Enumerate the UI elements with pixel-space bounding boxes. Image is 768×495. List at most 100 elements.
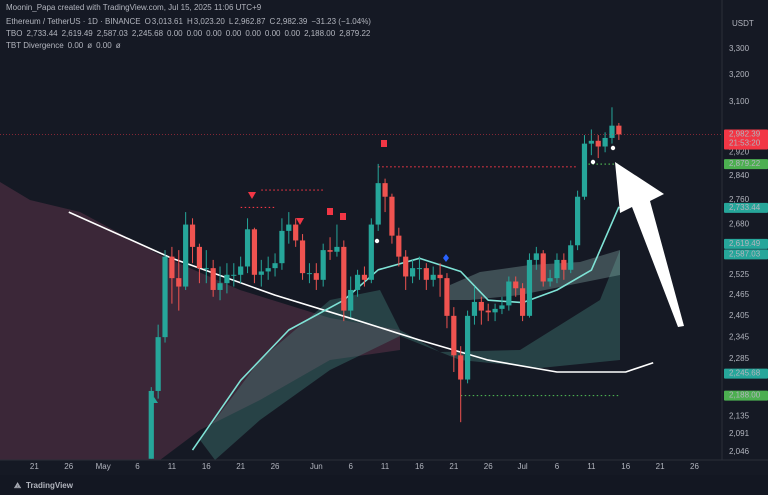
candle-body <box>471 301 478 316</box>
candle-body <box>561 259 567 270</box>
x-tick-label: 11 <box>381 462 390 471</box>
y-tick-label: 2,091 <box>729 429 750 438</box>
candle-body <box>409 268 416 277</box>
candle-body <box>265 268 271 272</box>
y-tick-label: 2,345 <box>729 332 750 341</box>
row2-item: 0.00 <box>187 29 203 38</box>
row3-item: ø <box>116 41 121 50</box>
row3-item: 0.00 <box>68 41 84 50</box>
sell-signal <box>248 192 256 199</box>
candle-body <box>602 137 608 147</box>
x-tick-label: 6 <box>555 462 560 471</box>
row2-item: 2,879.22 <box>339 29 371 38</box>
candle-body <box>354 274 361 290</box>
row1-item: 3,023.20 <box>194 17 226 26</box>
candle-body <box>451 315 457 356</box>
candle-body <box>595 140 601 147</box>
candle-body <box>334 246 340 252</box>
candle-body <box>169 256 175 279</box>
row1-item: H <box>187 17 193 26</box>
x-tick-label: 26 <box>271 462 280 471</box>
divergence-marker <box>443 254 449 262</box>
signal-markers <box>150 140 616 403</box>
price-label-box <box>724 202 768 213</box>
price-label-box <box>724 129 768 150</box>
bull-cloud <box>200 250 620 460</box>
x-tick-label: 6 <box>135 462 140 471</box>
candle-body <box>162 256 168 338</box>
row3-item: 0.00 <box>96 41 112 50</box>
candle-body <box>361 274 368 280</box>
row1-item: L <box>229 17 234 26</box>
candle-body <box>176 278 182 287</box>
candle-body <box>306 273 313 275</box>
price-label: 2,982.39 <box>729 130 761 139</box>
candle-body <box>286 224 292 231</box>
row1-item: 2,962.87 <box>234 17 266 26</box>
candle-body <box>437 274 443 279</box>
row2-item: 0.00 <box>245 29 261 38</box>
row3-item: TBT Divergence <box>6 41 64 50</box>
candle-body <box>430 274 436 280</box>
candle-body <box>485 310 491 313</box>
price-label: 2,587.03 <box>729 249 761 258</box>
candle-body <box>348 289 354 311</box>
x-tick-label: 21 <box>449 462 458 471</box>
y-tick-label: 2,046 <box>729 447 750 456</box>
candle-body <box>224 274 230 284</box>
candle-body <box>588 140 594 144</box>
y-tick-label: 2,405 <box>729 311 750 320</box>
y-tick-label: 2,920 <box>729 147 750 156</box>
y-tick-label: 2,135 <box>729 411 750 420</box>
candle-body <box>210 268 216 290</box>
candle-body <box>533 253 539 260</box>
price-label-box <box>724 238 768 249</box>
x-tick-label: 21 <box>656 462 665 471</box>
candle-body <box>341 246 347 311</box>
dot-marker <box>590 159 596 165</box>
row1-item: O <box>145 17 151 26</box>
brand-logo: ⟁ <box>13 481 22 490</box>
row1-item: 3,013.61 <box>152 17 184 26</box>
candle-body <box>279 230 285 264</box>
candle-body <box>547 278 553 282</box>
row2-item: 0.00 <box>265 29 281 38</box>
y-tick-label: 2,760 <box>729 195 750 204</box>
buy-signal <box>150 397 158 403</box>
candle-body <box>540 253 546 282</box>
candle-body <box>203 268 209 270</box>
row2-item: 2,733.44 <box>26 29 58 38</box>
y-tick-label: 2,465 <box>729 290 750 299</box>
inner-cloud <box>450 250 620 300</box>
candle-body <box>155 337 161 391</box>
candle-body <box>327 250 333 252</box>
candle-body <box>196 246 203 269</box>
annotation-arrow <box>615 162 684 327</box>
candle-body <box>492 308 498 313</box>
candle-body <box>396 235 402 257</box>
x-tick-label: Jun <box>310 462 323 471</box>
candle-body <box>217 283 223 290</box>
countdown: 21:53:20 <box>729 139 761 148</box>
sell-tag <box>340 213 346 220</box>
sell-tag <box>327 208 333 215</box>
candle-body <box>464 315 471 380</box>
x-tick-label: 21 <box>30 462 39 471</box>
candle-body <box>293 224 299 241</box>
candle-body <box>568 245 574 270</box>
candle-body <box>368 224 374 280</box>
y-tick-label: 2,285 <box>729 354 750 363</box>
price-label: 2,619.49 <box>729 239 761 248</box>
candle-body <box>499 305 505 309</box>
candle-body <box>183 224 189 287</box>
candle-body <box>272 263 278 269</box>
x-tick-label: 16 <box>621 462 630 471</box>
row1-item: C <box>269 17 275 26</box>
row2-item: 0.00 <box>206 29 222 38</box>
candle-body <box>616 125 622 135</box>
candle-body <box>382 183 388 197</box>
x-tick-label: 11 <box>168 462 177 471</box>
